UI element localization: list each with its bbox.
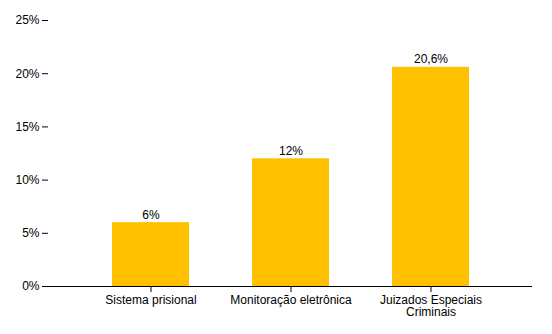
svg-text:15%: 15% (15, 120, 39, 134)
svg-text:12%: 12% (279, 144, 303, 158)
svg-text:10%: 10% (15, 173, 39, 187)
svg-text:6%: 6% (142, 208, 160, 222)
svg-text:Sistema prisional: Sistema prisional (105, 293, 196, 307)
svg-text:5%: 5% (22, 226, 40, 240)
svg-text:20,6%: 20,6% (414, 52, 448, 66)
svg-text:Juizados EspeciaisCriminais: Juizados EspeciaisCriminais (380, 293, 482, 319)
svg-text:Monitoração eletrônica: Monitoração eletrônica (230, 293, 352, 307)
svg-text:20%: 20% (15, 67, 39, 81)
svg-text:25%: 25% (15, 13, 39, 27)
svg-text:0%: 0% (22, 279, 40, 293)
